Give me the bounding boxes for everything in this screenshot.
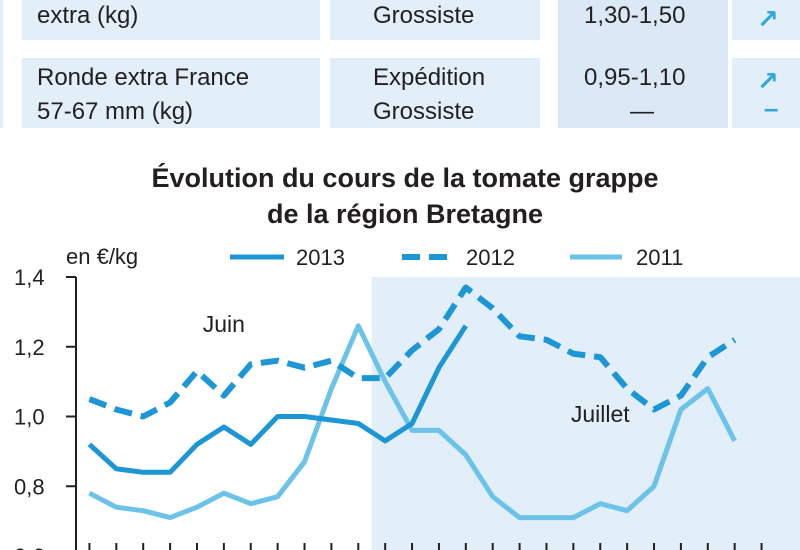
legend-label-2012: 2012	[466, 245, 515, 270]
stage-label: Grossiste	[373, 2, 475, 29]
stage-label: Expédition	[373, 64, 486, 91]
period-label: Juin	[203, 311, 245, 337]
trend-cell-row2	[732, 58, 800, 128]
y-tick-label: 1,4	[14, 265, 45, 290]
price-column-band	[558, 0, 728, 128]
y-tick-label: 1,0	[14, 405, 45, 430]
july-shaded-band	[371, 277, 800, 550]
product-cell-row2	[22, 58, 320, 128]
y-tick-label: 0,6	[14, 544, 45, 550]
y-tick-label: 0,8	[14, 474, 45, 499]
chart-title-line1: Évolution du cours de la tomate grappe	[151, 163, 659, 193]
legend-label-2011: 2011	[636, 245, 683, 270]
axes: 0,6 0,8 1,0 1,2 1,4	[14, 265, 763, 550]
y-axis-label: en €/kg	[66, 244, 138, 269]
product-cell-row1	[22, 0, 320, 40]
series-line-2012	[88, 284, 737, 420]
price-range: 0,95-1,10	[584, 64, 686, 91]
product-label: Ronde extra France	[37, 64, 250, 91]
trend-up-icon: ↗	[757, 4, 779, 34]
chart-labels: en €/kg Juin Juillet	[66, 244, 630, 427]
chart-title: Évolution du cours de la tomate grappe d…	[0, 160, 800, 232]
trend-cell-row1	[732, 0, 800, 40]
product-label: extra (kg)	[37, 2, 139, 29]
y-tick-label: 1,2	[14, 335, 45, 360]
price-range: 1,30-1,50	[584, 2, 686, 29]
trend-up-icon: ↗	[757, 66, 779, 96]
series-lines	[87, 284, 737, 521]
table-left-edge	[0, 0, 3, 128]
trend-stable-icon: –	[764, 93, 779, 123]
price-range: —	[630, 98, 654, 125]
legend-label-2013: 2013	[296, 245, 345, 270]
stage-label: Grossiste	[373, 98, 475, 125]
price-table: extra (kg) Grossiste 1,30-1,50 ↗ Ronde e…	[0, 0, 800, 150]
product-label: 57-67 mm (kg)	[37, 98, 194, 125]
series-line-2011	[88, 323, 737, 521]
chart-title-line2: de la région Bretagne	[266, 199, 544, 229]
stage-cell-row1	[330, 0, 540, 40]
stage-cell-row2	[330, 58, 540, 128]
series-line-2013	[87, 324, 468, 475]
period-label: Juillet	[571, 401, 630, 427]
legend: 2013 2012 2011	[230, 245, 683, 270]
